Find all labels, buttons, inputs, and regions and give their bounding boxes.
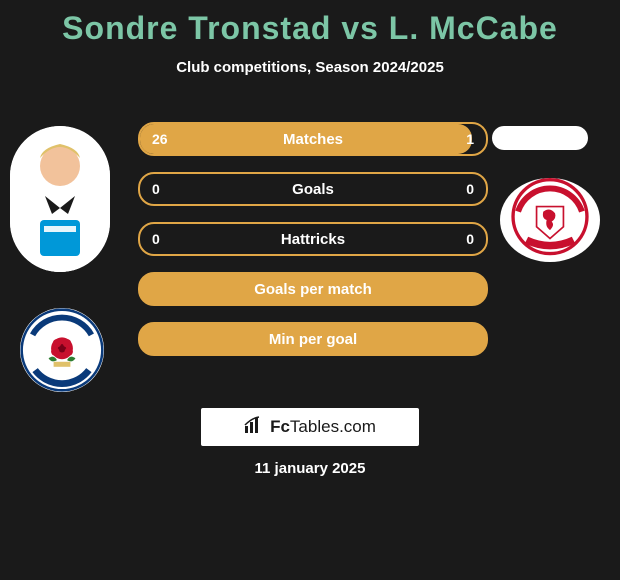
stat-row-goals-per-match: Goals per match <box>138 272 488 306</box>
stat-mpg-label: Min per goal <box>269 331 357 348</box>
stat-row-hattricks: 0 Hattricks 0 <box>138 222 488 256</box>
brand-text: FcTables.com <box>270 417 376 437</box>
stat-matches-right-value: 1 <box>466 131 474 147</box>
stat-row-matches: 26 Matches 1 <box>138 122 488 156</box>
stat-hattricks-left-value: 0 <box>152 231 160 247</box>
club-left-badge <box>20 308 104 392</box>
club-right-badge <box>500 178 600 262</box>
brand-bars-icon <box>244 416 266 439</box>
stat-row-goals: 0 Goals 0 <box>138 172 488 206</box>
brand-box[interactable]: FcTables.com <box>201 408 419 446</box>
stat-goals-left-value: 0 <box>152 181 160 197</box>
stat-matches-label: Matches <box>283 131 343 148</box>
stat-matches-left-value: 26 <box>152 131 168 147</box>
stats-panel: 26 Matches 1 0 Goals 0 0 Hattricks 0 Goa… <box>138 122 488 372</box>
stat-row-min-per-goal: Min per goal <box>138 322 488 356</box>
date: 11 january 2025 <box>0 460 620 477</box>
stat-hattricks-right-value: 0 <box>466 231 474 247</box>
stat-goals-right-value: 0 <box>466 181 474 197</box>
player-right-photo <box>492 126 588 150</box>
subtitle: Club competitions, Season 2024/2025 <box>0 59 620 76</box>
player-left-photo <box>10 126 110 272</box>
stat-hattricks-label: Hattricks <box>281 231 345 248</box>
stat-goals-label: Goals <box>292 181 334 198</box>
stat-gpm-label: Goals per match <box>254 281 372 298</box>
comparison-title: Sondre Tronstad vs L. McCabe <box>0 0 620 47</box>
